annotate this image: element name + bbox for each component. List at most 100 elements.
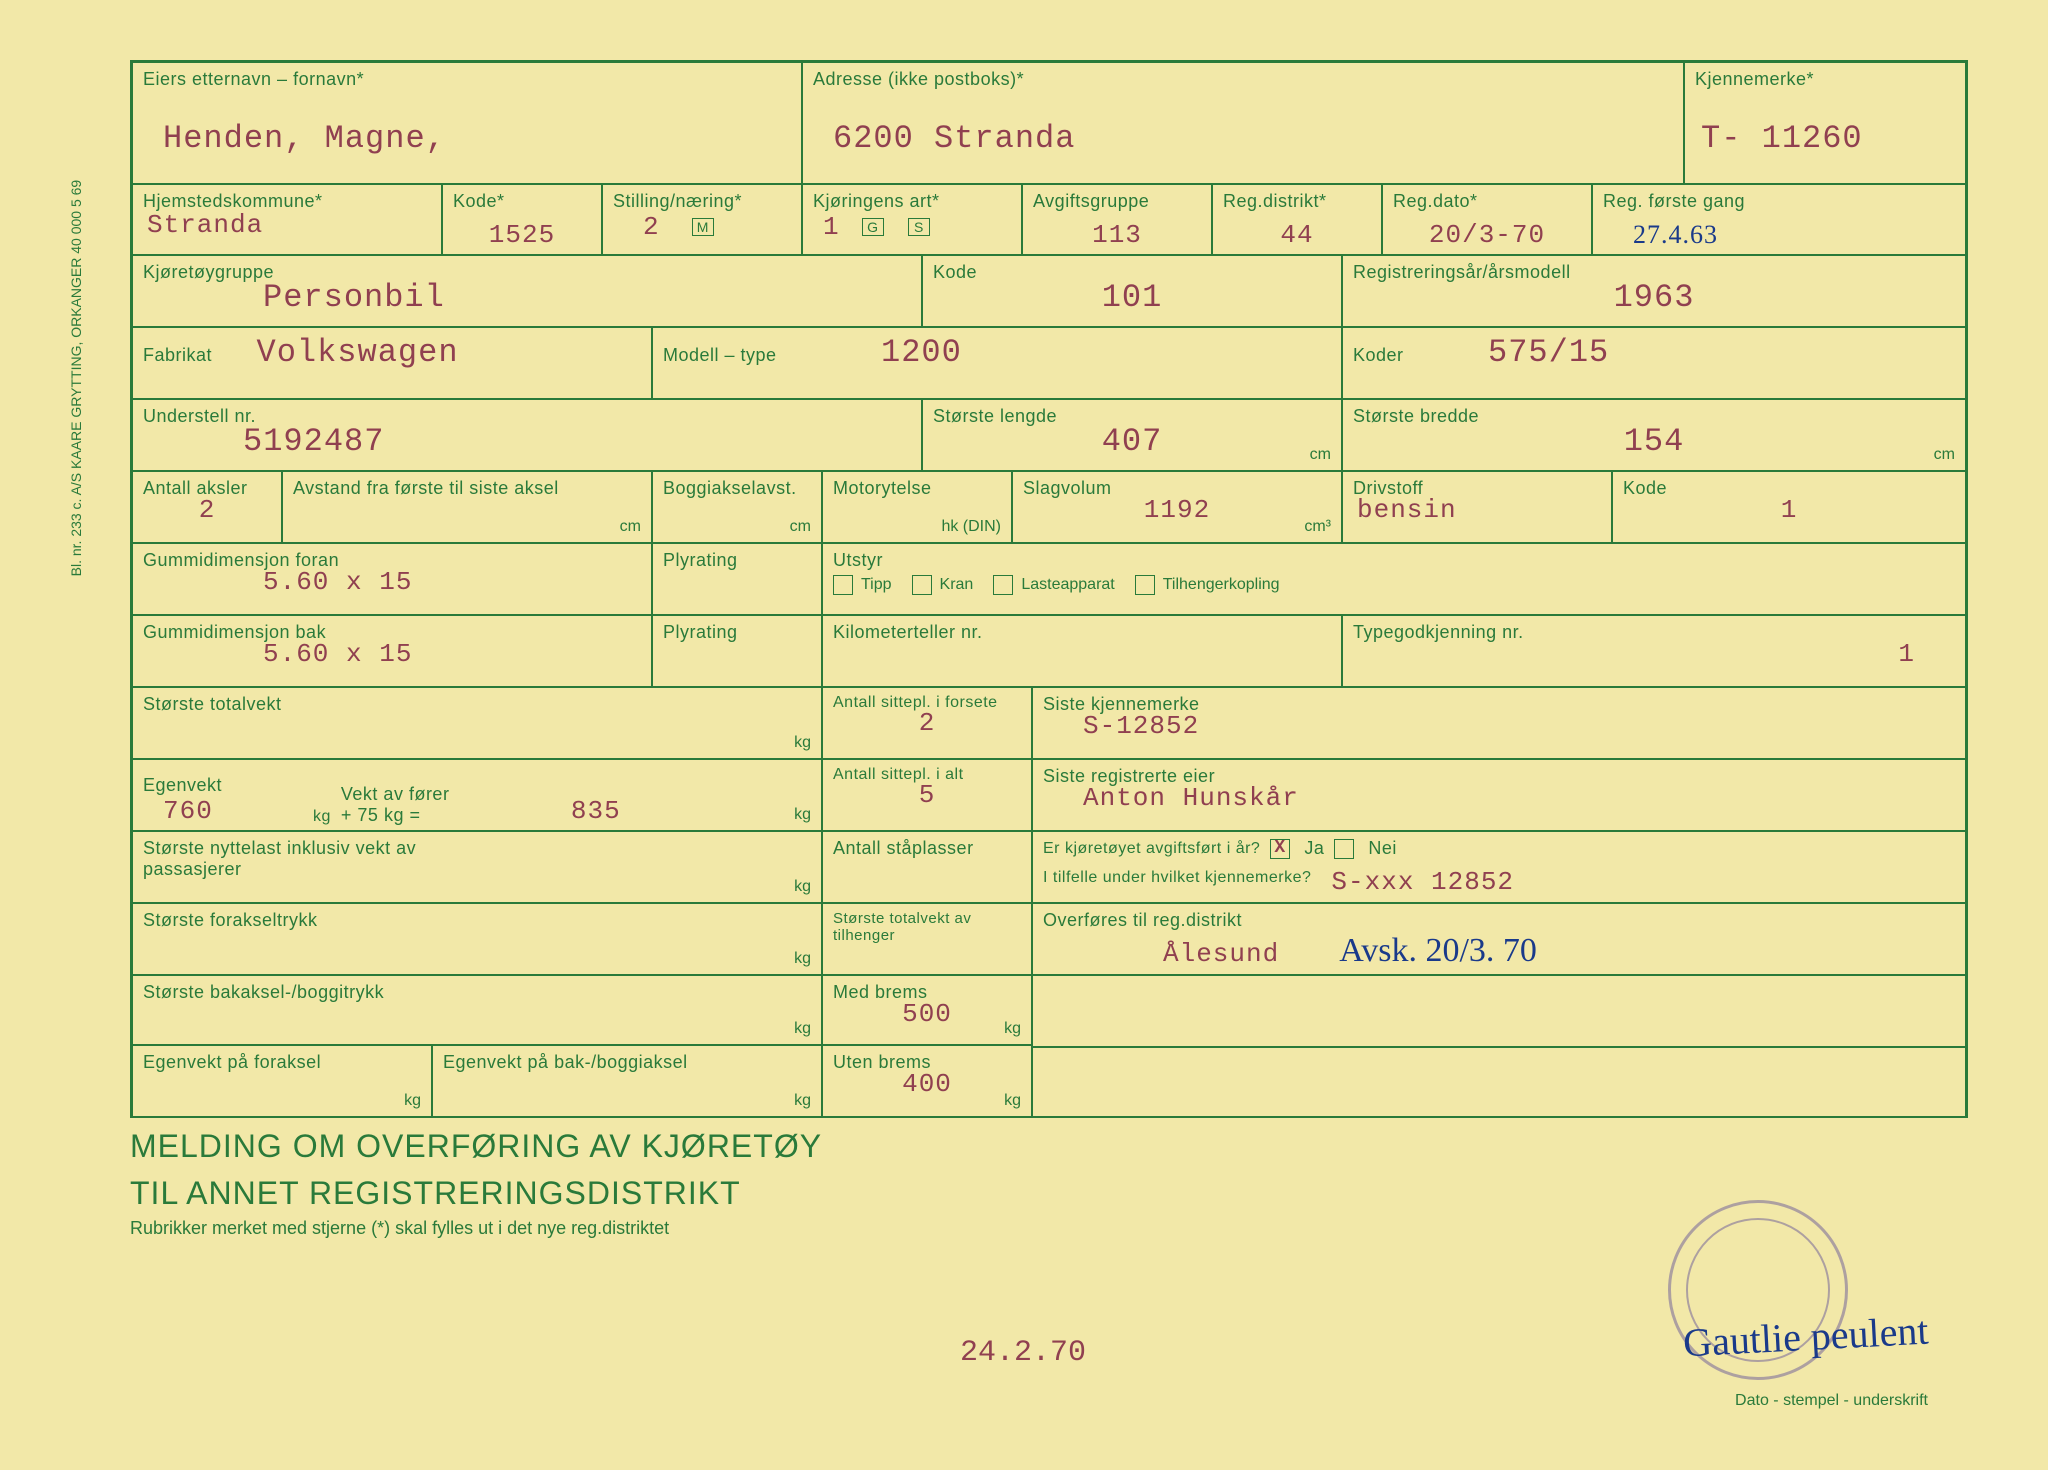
cell-address: Adresse (ikke postboks)* 6200 Stranda bbox=[803, 63, 1685, 183]
unit-egenvekt: kg bbox=[313, 808, 331, 826]
value-understell: 5192487 bbox=[143, 423, 911, 460]
label-regdato: Reg.dato* bbox=[1393, 191, 1581, 212]
value-medbrems: 500 bbox=[833, 999, 1021, 1029]
cell-stilling: Stilling/næring* 2 M bbox=[603, 185, 803, 254]
value-hjemsted: Stranda bbox=[143, 210, 431, 240]
label-egenforaksel: Egenvekt på foraksel bbox=[143, 1052, 421, 1073]
cell-boggi: Boggiakselavst. cm bbox=[653, 472, 823, 542]
value-plate: T- 11260 bbox=[1695, 120, 1955, 157]
unit-avstand: cm bbox=[620, 518, 641, 536]
value-sistekj: S-12852 bbox=[1043, 711, 1955, 741]
label-bakaksel: Største bakaksel-/boggitrykk bbox=[143, 982, 811, 1003]
cell-slagvolum: Slagvolum 1192 cm³ bbox=[1013, 472, 1343, 542]
value-aksler: 2 bbox=[143, 495, 271, 525]
value-utenbrems: 400 bbox=[833, 1069, 1021, 1099]
box-g: G bbox=[862, 218, 884, 236]
label-overfores: Overføres til reg.distrikt bbox=[1043, 910, 1955, 931]
value-lengde: 407 bbox=[933, 423, 1331, 460]
label-plate: Kjennemerke* bbox=[1695, 69, 1955, 90]
cell-sistekj: Siste kjennemerke S-12852 bbox=[1033, 688, 1965, 758]
value-sitteialt: 5 bbox=[833, 780, 1021, 810]
cell-kode: Kode* 1525 bbox=[443, 185, 603, 254]
label-avstand: Avstand fra første til siste aksel bbox=[293, 478, 641, 499]
cell-medbrems: Med brems 500 kg bbox=[823, 976, 1033, 1046]
cell-avgiftsfort: Er kjøretøyet avgiftsført i år? Ja Nei I… bbox=[1033, 832, 1965, 902]
value-regdato: 20/3-70 bbox=[1393, 220, 1581, 250]
cell-kgruppe: Kjøretøygruppe Personbil bbox=[133, 256, 923, 326]
form-title-1: MELDING OM OVERFØRING AV KJØRETØY bbox=[130, 1128, 1968, 1165]
unit-egenbakaksel: kg bbox=[794, 1092, 811, 1110]
check-kran bbox=[912, 575, 932, 595]
value-slagvolum: 1192 bbox=[1023, 495, 1331, 525]
label-koder: Koder bbox=[1353, 345, 1404, 365]
cell-kjoring: Kjøringens art* 1 G S bbox=[803, 185, 1023, 254]
side-print-info: Bl. nr. 233 c. A/S KAARE GRYTTING, ORKAN… bbox=[68, 180, 84, 577]
check-tilh bbox=[1135, 575, 1155, 595]
unit-egentotal: kg bbox=[794, 806, 811, 824]
label-utstyr: Utstyr bbox=[833, 550, 1955, 571]
check-laste bbox=[993, 575, 1013, 595]
label-motor: Motorytelse bbox=[833, 478, 1001, 499]
cell-dkode: Kode 1 bbox=[1613, 472, 1965, 542]
cell-plyrating2: Plyrating bbox=[653, 616, 823, 686]
value-fabrikat: Volkswagen bbox=[216, 334, 458, 371]
label-hjemsted: Hjemstedskommune* bbox=[143, 191, 431, 212]
cell-gummib: Gummidimensjon bak 5.60 x 15 bbox=[133, 616, 653, 686]
label-ja: Ja bbox=[1304, 838, 1324, 859]
value-gummif: 5.60 x 15 bbox=[143, 567, 641, 597]
label-avgiftsfort: Er kjøretøyet avgiftsført i år? bbox=[1043, 840, 1260, 858]
value-egenvekt: 760 bbox=[143, 796, 213, 826]
label-staplasser: Antall ståplasser bbox=[833, 838, 1021, 859]
unit-egenforaksel: kg bbox=[404, 1092, 421, 1110]
value-bredde: 154 bbox=[1353, 423, 1955, 460]
unit-motor: hk (DIN) bbox=[941, 518, 1001, 536]
unit-medbrems: kg bbox=[1004, 1020, 1021, 1038]
hand-overfores: Avsk. 20/3. 70 bbox=[1339, 932, 1537, 970]
value-overfores: Ålesund bbox=[1043, 939, 1279, 969]
cell-gummif: Gummidimensjon foran 5.60 x 15 bbox=[133, 544, 653, 614]
cell-regdato: Reg.dato* 20/3-70 bbox=[1383, 185, 1593, 254]
cell-sisteeier: Siste registrerte eier Anton Hunskår bbox=[1033, 760, 1965, 830]
label-nei: Nei bbox=[1368, 838, 1397, 859]
value-gummib: 5.60 x 15 bbox=[143, 639, 641, 669]
unit-totalvekt: kg bbox=[794, 734, 811, 752]
label-regdist: Reg.distrikt* bbox=[1223, 191, 1371, 212]
value-dkode: 1 bbox=[1623, 495, 1955, 525]
value-koder: 575/15 bbox=[1408, 334, 1609, 371]
cell-kmteller: Kilometerteller nr. bbox=[823, 616, 1343, 686]
cell-hjemsted: Hjemstedskommune* Stranda bbox=[133, 185, 443, 254]
label-totalvekt: Største totalvekt bbox=[143, 694, 811, 715]
value-kgkode: 101 bbox=[933, 279, 1331, 316]
unit-forakseltrykk: kg bbox=[794, 950, 811, 968]
footer-date: 24.2.70 bbox=[960, 1336, 1086, 1370]
value-kjoring: 1 bbox=[813, 212, 840, 242]
cell-regdist: Reg.distrikt* 44 bbox=[1213, 185, 1383, 254]
unit-utenbrems: kg bbox=[1004, 1092, 1021, 1110]
value-stilling: 2 bbox=[613, 212, 660, 242]
cell-empty-br bbox=[1033, 1046, 1965, 1116]
value-regdist: 44 bbox=[1223, 220, 1371, 250]
label-laste: Lasteapparat bbox=[1021, 576, 1114, 594]
form-grid: Eiers etternavn – fornavn* Henden, Magne… bbox=[130, 60, 1968, 1118]
box-s: S bbox=[908, 218, 930, 236]
label-vektforer: Vekt av fører bbox=[341, 784, 521, 805]
cell-drivstoff: Drivstoff bensin bbox=[1343, 472, 1613, 542]
cell-understell: Understell nr. 5192487 bbox=[133, 400, 923, 470]
value-sisteeier: Anton Hunskår bbox=[1043, 783, 1955, 813]
cell-sitteforan: Antall sittepl. i forsete 2 bbox=[823, 688, 1033, 758]
label-fabrikat: Fabrikat bbox=[143, 345, 212, 365]
cell-modell: Modell – type 1200 bbox=[653, 328, 1343, 398]
cell-totalvekt: Største totalvekt kg bbox=[133, 688, 823, 758]
label-nyttelast: Største nyttelast inklusiv vekt av passa… bbox=[143, 838, 443, 880]
check-ja bbox=[1270, 839, 1290, 859]
label-regforste: Reg. første gang bbox=[1603, 191, 1955, 212]
cell-egenvekt: Egenvekt 760 kg Vekt av fører + 75 kg = … bbox=[133, 760, 823, 830]
cell-owner: Eiers etternavn – fornavn* Henden, Magne… bbox=[133, 63, 803, 183]
cell-utstyr: Utstyr Tipp Kran Lasteapparat Tilhengerk… bbox=[823, 544, 1965, 614]
label-kmteller: Kilometerteller nr. bbox=[833, 622, 1331, 643]
cell-empty-right bbox=[1033, 976, 1965, 1046]
formula-egenvekt: + 75 kg = bbox=[341, 805, 421, 825]
label-tilh: Tilhengerkopling bbox=[1163, 576, 1280, 594]
unit-boggi: cm bbox=[790, 518, 811, 536]
label-kran: Kran bbox=[940, 576, 974, 594]
